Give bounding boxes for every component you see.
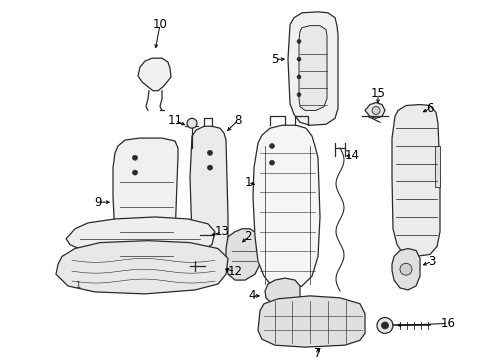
Text: 4: 4 [248, 289, 255, 302]
Polygon shape [391, 104, 439, 256]
Polygon shape [66, 217, 215, 255]
Polygon shape [56, 240, 227, 294]
Polygon shape [138, 58, 171, 91]
Polygon shape [225, 229, 260, 280]
Circle shape [376, 318, 392, 333]
Text: 11: 11 [167, 114, 182, 127]
Circle shape [296, 93, 301, 96]
Polygon shape [113, 138, 178, 281]
Polygon shape [287, 12, 337, 125]
Polygon shape [364, 103, 384, 118]
Polygon shape [190, 126, 227, 268]
Circle shape [269, 144, 274, 148]
Polygon shape [298, 26, 326, 111]
Text: 12: 12 [227, 265, 242, 278]
Circle shape [296, 57, 301, 61]
Circle shape [381, 322, 387, 329]
Circle shape [186, 118, 197, 128]
Text: 3: 3 [427, 255, 435, 268]
Polygon shape [434, 146, 439, 188]
Polygon shape [264, 278, 299, 306]
Text: 7: 7 [314, 347, 321, 360]
Text: 1: 1 [75, 281, 80, 290]
Text: 8: 8 [234, 114, 241, 127]
Circle shape [269, 160, 274, 165]
Circle shape [296, 40, 301, 44]
Text: 6: 6 [426, 102, 433, 115]
Text: 2: 2 [244, 230, 251, 243]
Text: 5: 5 [271, 53, 278, 66]
Text: 16: 16 [440, 317, 454, 330]
Circle shape [132, 155, 137, 160]
Circle shape [371, 107, 379, 114]
Text: 14: 14 [344, 149, 359, 162]
Circle shape [296, 75, 301, 79]
Polygon shape [258, 296, 364, 347]
Circle shape [207, 150, 212, 155]
Circle shape [207, 165, 212, 170]
Circle shape [399, 263, 411, 275]
Polygon shape [252, 125, 319, 288]
Circle shape [132, 170, 137, 175]
Text: 9: 9 [94, 196, 102, 209]
Text: 13: 13 [214, 225, 229, 238]
Text: 1: 1 [244, 176, 251, 189]
Text: 10: 10 [152, 18, 167, 31]
Text: 15: 15 [370, 87, 385, 100]
Polygon shape [391, 248, 419, 290]
